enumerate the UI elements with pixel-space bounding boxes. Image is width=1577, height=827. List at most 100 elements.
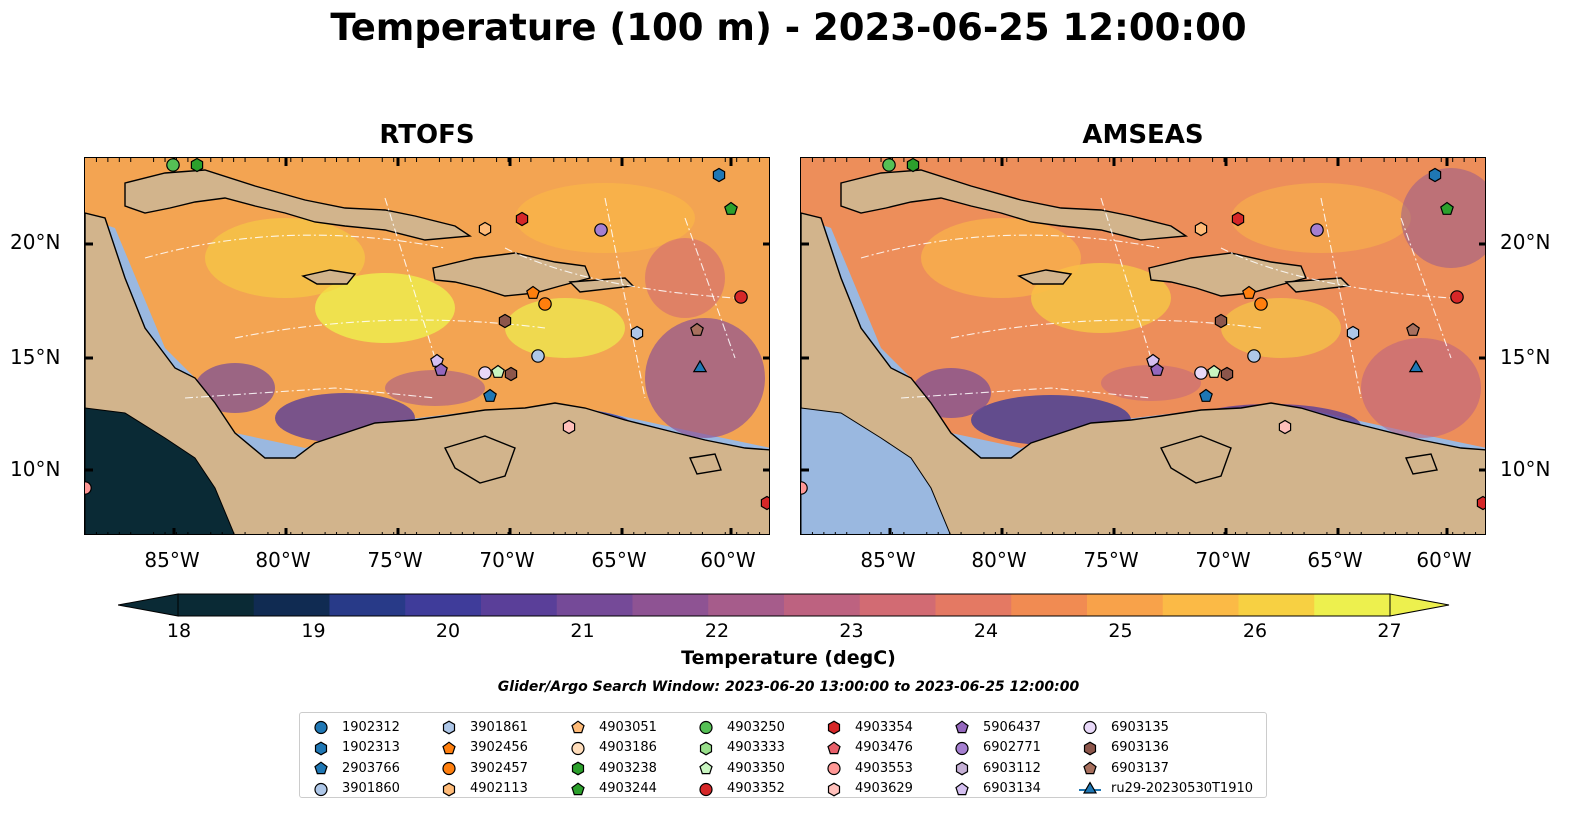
lat-label-15n-right: 15°N: [1500, 345, 1551, 369]
colorbar-tick-24: 24: [973, 620, 999, 642]
lat-label-10n-left: 10°N: [10, 457, 61, 481]
legend-marker: [442, 762, 456, 776]
land-jamaica: [1017, 269, 1073, 285]
marker-2903766: [483, 388, 497, 402]
legend-marker: [571, 720, 585, 734]
legend-marker-icon: [699, 761, 713, 775]
marker-6903136: [498, 313, 512, 329]
lon-label-80w-right: 80°W: [971, 548, 1027, 572]
legend-label: 6903135: [1111, 719, 1169, 735]
map-1-graphic: [801, 158, 1485, 534]
legend-label: 4903354: [855, 719, 913, 735]
legend-marker: [1083, 761, 1097, 775]
colorbar-tick-22: 22: [704, 620, 730, 642]
marker-6903135: [478, 366, 492, 380]
legend-label: 3902457: [470, 760, 528, 776]
colorbar-min-extend: [117, 593, 179, 617]
legend-label: 6903112: [983, 760, 1041, 776]
legend-item: 4903476: [823, 738, 913, 759]
legend-item: 4903350: [695, 758, 785, 779]
legend-marker: [442, 720, 456, 735]
map-0-graphic: [85, 158, 769, 534]
figure-title: Temperature (100 m) - 2023-06-25 12:00:0…: [330, 6, 1247, 49]
legend-item: 6902771: [951, 738, 1041, 759]
colorbar-segment: [1011, 594, 1088, 616]
temperature-anomaly: [505, 298, 625, 358]
legend: 1902312 1902313 2903766 3901860 3901861 39024…: [299, 712, 1267, 798]
colorbar-tick-19: 19: [301, 620, 326, 642]
eez-boundary: [860, 234, 1162, 259]
colorbar-tick-23: 23: [839, 620, 864, 642]
marker-4903354: [515, 211, 529, 227]
legend-item: 4903354: [823, 717, 913, 738]
colorbar-segment: [1087, 594, 1164, 616]
legend-item: ru29-20230530T1910: [1079, 779, 1253, 800]
lon-label-65w-left: 65°W: [591, 548, 647, 572]
marker-3901860: [1247, 349, 1261, 363]
legend-label: ru29-20230530T1910: [1111, 781, 1254, 797]
lon-label-65w-right: 65°W: [1307, 548, 1363, 572]
legend-marker-icon: [442, 762, 456, 776]
marker-6903137: [1406, 322, 1420, 336]
legend-label: 4903186: [599, 740, 657, 756]
legend-item: 3902456: [438, 738, 528, 759]
eez-boundary: [144, 234, 446, 259]
marker-4903553: [85, 481, 92, 495]
colorbar-segment: [178, 594, 255, 616]
marker-1902313: [1428, 167, 1442, 183]
legend-label: 6902771: [983, 740, 1041, 756]
land-central: [85, 212, 769, 534]
marker-6903137: [690, 322, 704, 336]
legend-item: 4903051: [567, 717, 657, 738]
marker-6903136: [1214, 313, 1228, 329]
legend-marker-icon: [827, 720, 841, 735]
legend-label: 5906437: [983, 719, 1041, 735]
legend-marker-icon: [955, 761, 969, 776]
legend-marker: [955, 761, 969, 776]
legend-item: 5906437: [951, 717, 1041, 738]
lon-label-85w-left: 85°W: [144, 548, 200, 572]
legend-marker: [571, 782, 585, 795]
legend-column: 3901861 3902456 3902457 4902113: [438, 717, 528, 799]
legend-marker-icon: [699, 721, 713, 735]
legend-item: 6903136: [1079, 738, 1253, 759]
legend-column: 4903051 4903186 4903238 4903244: [567, 717, 657, 799]
legend-marker-icon: [955, 720, 969, 734]
legend-item: 4903250: [695, 717, 785, 738]
legend-label: 4902113: [470, 781, 528, 797]
legend-marker: [442, 741, 456, 754]
eez-boundary: [1220, 247, 1452, 299]
temperature-anomaly: [645, 318, 765, 438]
colorbar-segment: [329, 594, 406, 616]
lon-label-70w-left: 70°W: [479, 548, 535, 572]
legend-label: 4903350: [727, 760, 785, 776]
land-cuba: [840, 169, 1189, 241]
lon-label-75w-right: 75°W: [1083, 548, 1139, 572]
legend-item: 4903186: [567, 738, 657, 759]
colorbar-segment: [708, 594, 785, 616]
colorbar-tick-20: 20: [435, 620, 461, 642]
lat-label-10n-right: 10°N: [1500, 457, 1551, 481]
marker-3901860: [531, 349, 545, 363]
marker-4903352: [734, 290, 748, 304]
land-trinidad: [1404, 453, 1438, 475]
marker-ru29-20230530T1910: [1408, 359, 1424, 373]
colorbar-tick-25: 25: [1108, 620, 1133, 642]
marker-4903354: [1231, 211, 1245, 227]
legend-item: 4903238: [567, 758, 657, 779]
legend-column: 1902312 1902313 2903766 3901860: [310, 717, 400, 799]
temperature-anomaly: [315, 273, 455, 343]
legend-marker: [1083, 721, 1097, 735]
temperature-anomaly: [195, 363, 275, 413]
legend-label: 6903136: [1111, 740, 1169, 756]
legend-marker-icon: [442, 782, 456, 797]
eez-boundary: [184, 387, 436, 399]
colorbar-tick-27: 27: [1377, 620, 1402, 642]
legend-marker: [442, 782, 456, 797]
pacific-water: [85, 407, 235, 534]
eez-boundary: [384, 197, 436, 359]
legend-marker-icon: [827, 762, 841, 776]
legend-marker: [827, 782, 841, 797]
colorbar-segment: [405, 594, 482, 616]
marker-3902456: [526, 285, 540, 299]
